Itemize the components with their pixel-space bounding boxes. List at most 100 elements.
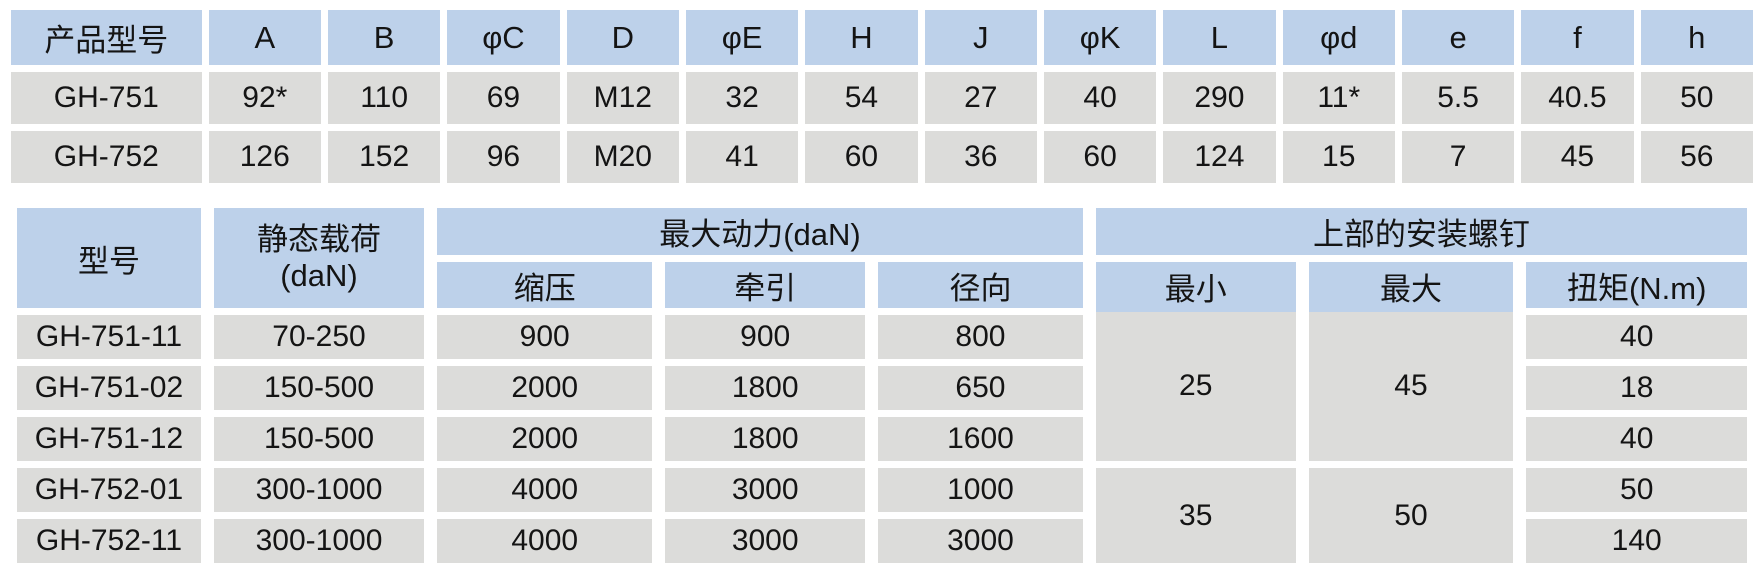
compression-cell: 2000 <box>424 359 666 417</box>
radial-cell: 1000 <box>865 461 1096 519</box>
value-cell: 290 <box>1156 65 1283 131</box>
static-load-cell: 300-1000 <box>200 461 438 519</box>
traction-cell: 3000 <box>652 461 879 519</box>
header-compression: 缩压 <box>424 255 666 315</box>
header-f-lower: f <box>1514 3 1641 72</box>
traction-cell: 1800 <box>652 359 879 417</box>
static-load-cell: 300-1000 <box>200 512 438 570</box>
value-cell: M12 <box>559 65 686 131</box>
value-cell: M20 <box>559 124 686 190</box>
screw-min-merged-cell: 25 <box>1082 311 1309 468</box>
value-cell: 124 <box>1156 124 1283 190</box>
model-cell: GH-751-02 <box>4 359 214 417</box>
header-product-model: 产品型号 <box>4 3 209 72</box>
table-row-gh-752: GH-752 126 152 96 M20 41 60 36 60 124 15… <box>4 124 1761 190</box>
value-cell: 92* <box>201 65 328 131</box>
value-cell: 15 <box>1275 124 1402 190</box>
header-h-upper: H <box>798 3 925 72</box>
static-load-cell: 150-500 <box>200 410 438 468</box>
radial-cell: 3000 <box>865 512 1096 570</box>
value-cell: 60 <box>798 124 925 190</box>
header-group-upper-mounting-screw: 上部的安装螺钉 <box>1082 201 1761 262</box>
value-cell: 50 <box>1633 65 1761 131</box>
compression-cell: 4000 <box>424 461 666 519</box>
screw-max-merged-cell: 45 <box>1295 311 1527 468</box>
value-cell: 69 <box>440 65 567 131</box>
value-cell: 45 <box>1514 124 1641 190</box>
load-subheader-row: 缩压 牵引 径向 最小 最大 扭矩(N.m) <box>11 255 1760 315</box>
spec-sheet: { "colors": { "header_bg": "#bdd1ea", "c… <box>0 3 1764 570</box>
header-static-load: 静态载荷 (daN) <box>200 201 438 315</box>
torque-cell: 50 <box>1513 461 1760 519</box>
value-cell: 11* <box>1275 65 1402 131</box>
value-cell: 5.5 <box>1394 65 1522 131</box>
traction-cell: 3000 <box>652 512 879 570</box>
header-l: L <box>1156 3 1283 72</box>
header-phi-k: φK <box>1036 3 1164 72</box>
model-cell: GH-752-11 <box>4 512 214 570</box>
value-cell: 36 <box>917 124 1044 190</box>
header-phi-d: φd <box>1275 3 1402 72</box>
table-row-gh-752-01: GH-752-01 300-1000 4000 3000 1000 35 50 … <box>4 461 1760 570</box>
compression-cell: 2000 <box>424 410 666 468</box>
model-cell: GH-751-12 <box>4 410 214 468</box>
header-h-lower: h <box>1633 3 1761 72</box>
model-cell: GH-752-01 <box>4 461 214 519</box>
header-min: 最小 <box>1082 255 1309 312</box>
value-cell: 40 <box>1036 65 1164 131</box>
header-j: J <box>917 3 1044 72</box>
value-cell: 60 <box>1036 124 1164 190</box>
header-d: D <box>559 3 686 72</box>
static-load-unit: (daN) <box>280 258 358 293</box>
value-cell: 54 <box>798 65 925 131</box>
load-ratings-table: 型号 静态载荷 (daN) 最大动力(daN) 上部的安装螺钉 缩压 牵引 径向… <box>4 201 1761 570</box>
static-load-cell: 70-250 <box>200 308 438 366</box>
load-group-header-row: 型号 静态载荷 (daN) 最大动力(daN) 上部的安装螺钉 <box>4 201 1761 315</box>
value-cell: 126 <box>201 124 328 190</box>
compression-cell: 900 <box>424 308 666 366</box>
header-traction: 牵引 <box>652 255 879 315</box>
header-torque: 扭矩(N.m) <box>1513 255 1760 315</box>
radial-cell: 800 <box>865 308 1096 366</box>
torque-cell: 40 <box>1513 410 1760 468</box>
header-group-max-dynamic: 最大动力(daN) <box>424 201 1096 262</box>
header-phi-e: φE <box>678 3 806 72</box>
radial-cell: 650 <box>865 359 1096 417</box>
static-load-label: 静态载荷 <box>257 222 381 258</box>
header-model: 型号 <box>4 201 214 315</box>
header-a: A <box>201 3 328 72</box>
dimensions-table: 产品型号 A B φC D φE H J φK L φd e f h GH-75… <box>4 3 1761 190</box>
table-row-gh-751-12: GH-751-12 150-500 2000 1800 1600 40 <box>4 410 1760 468</box>
value-cell: 152 <box>320 124 448 190</box>
torque-cell: 18 <box>1513 359 1760 417</box>
table-row-gh-751-11: GH-751-11 70-250 900 900 800 25 45 40 <box>4 308 1760 468</box>
model-cell: GH-752 <box>4 124 209 190</box>
header-max: 最大 <box>1295 255 1527 312</box>
traction-cell: 900 <box>652 308 879 366</box>
value-cell: 41 <box>678 124 806 190</box>
table-row-gh-751-02: GH-751-02 150-500 2000 1800 650 18 <box>4 359 1760 417</box>
screw-max-merged-cell: 50 <box>1295 461 1527 570</box>
model-cell: GH-751-11 <box>4 308 214 366</box>
traction-cell: 1800 <box>652 410 879 468</box>
value-cell: 32 <box>678 65 806 131</box>
header-b: B <box>320 3 448 72</box>
compression-cell: 4000 <box>424 512 666 570</box>
torque-cell: 40 <box>1513 308 1760 366</box>
screw-min-merged-cell: 35 <box>1082 461 1309 570</box>
value-cell: 110 <box>320 65 448 131</box>
header-radial: 径向 <box>865 255 1096 315</box>
value-cell: 40.5 <box>1514 65 1641 131</box>
radial-cell: 1600 <box>865 410 1096 468</box>
model-cell: GH-751 <box>4 65 209 131</box>
value-cell: 27 <box>917 65 1044 131</box>
value-cell: 96 <box>440 124 567 190</box>
header-phi-c: φC <box>440 3 567 72</box>
static-load-cell: 150-500 <box>200 359 438 417</box>
header-e-lower: e <box>1394 3 1522 72</box>
value-cell: 56 <box>1633 124 1761 190</box>
dimensions-header-row: 产品型号 A B φC D φE H J φK L φd e f h <box>4 3 1761 72</box>
table-row-gh-751: GH-751 92* 110 69 M12 32 54 27 40 290 11… <box>4 65 1761 131</box>
torque-cell: 140 <box>1513 512 1760 570</box>
value-cell: 7 <box>1394 124 1522 190</box>
